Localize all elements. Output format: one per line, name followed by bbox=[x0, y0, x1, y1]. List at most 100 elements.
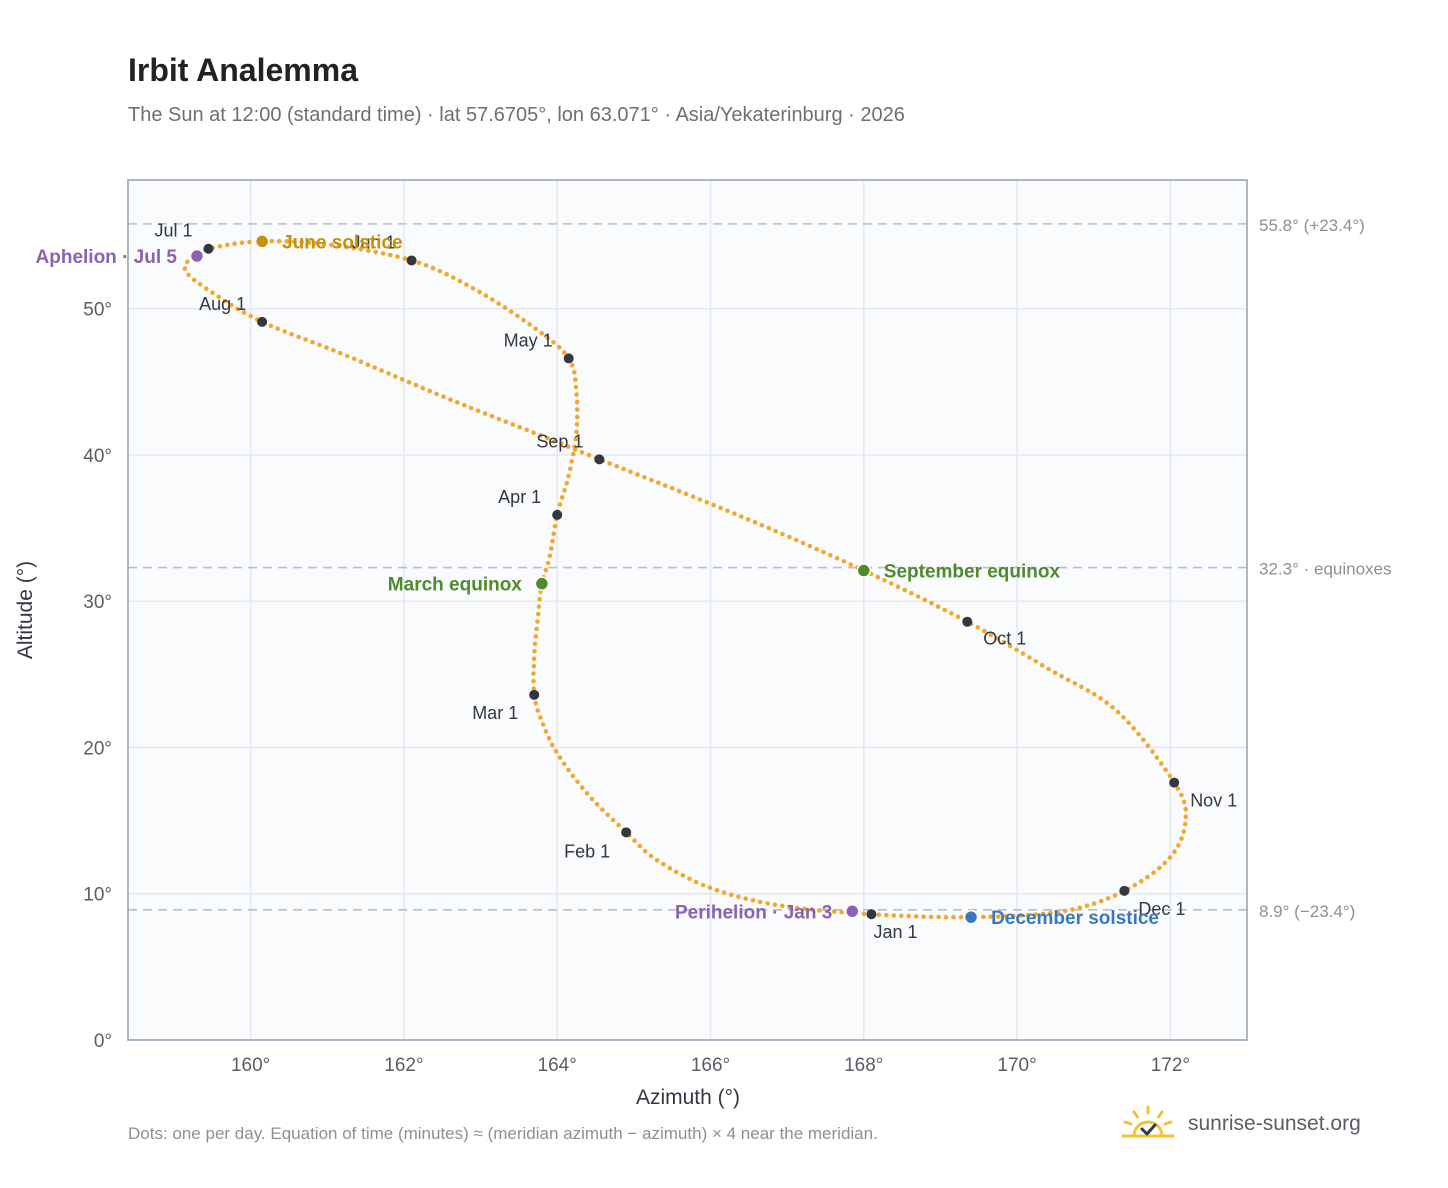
daily-dot bbox=[573, 384, 579, 390]
daily-dot bbox=[614, 464, 619, 469]
daily-dot bbox=[366, 248, 371, 253]
daily-dot bbox=[809, 907, 815, 912]
daily-dot bbox=[1092, 692, 1097, 697]
daily-dot bbox=[573, 437, 578, 442]
x-tick-label: 168° bbox=[844, 1055, 883, 1076]
daily-dot bbox=[268, 323, 274, 329]
daily-dot bbox=[524, 427, 529, 433]
x-tick-label: 170° bbox=[997, 1055, 1036, 1076]
daily-dot bbox=[336, 243, 342, 249]
daily-dot bbox=[906, 913, 911, 919]
month-marker bbox=[257, 316, 268, 327]
daily-dot bbox=[532, 649, 537, 654]
daily-dot bbox=[338, 350, 343, 356]
daily-dot bbox=[351, 245, 356, 251]
daily-dot bbox=[535, 619, 540, 624]
daily-dot bbox=[386, 371, 391, 376]
daily-dot bbox=[531, 430, 536, 436]
daily-dot bbox=[1085, 688, 1091, 693]
daily-dot bbox=[552, 438, 557, 444]
daily-dot bbox=[482, 411, 488, 416]
daily-dot bbox=[455, 400, 460, 405]
daily-dot bbox=[575, 414, 580, 420]
daily-dot bbox=[921, 914, 926, 919]
daily-dot bbox=[891, 913, 897, 918]
daily-dot bbox=[642, 848, 648, 854]
daily-dot bbox=[1059, 674, 1064, 679]
daily-dot bbox=[306, 240, 312, 245]
daily-dot bbox=[951, 914, 956, 920]
event-marker bbox=[856, 563, 872, 578]
daily-dot bbox=[1179, 836, 1184, 841]
daily-dot bbox=[536, 604, 542, 609]
daily-dot bbox=[562, 488, 567, 493]
daily-dot bbox=[831, 909, 837, 914]
daily-dot bbox=[584, 791, 590, 796]
daily-dot bbox=[995, 636, 1000, 641]
daily-dot bbox=[406, 379, 412, 385]
daily-dot bbox=[616, 822, 621, 828]
daily-dot bbox=[182, 266, 188, 271]
daily-dot bbox=[607, 461, 612, 466]
daily-dot bbox=[1181, 799, 1187, 805]
sun-check-icon bbox=[1121, 1105, 1175, 1138]
reference-line-label: 8.9° (−23.4°) bbox=[1259, 902, 1355, 921]
daily-dot bbox=[557, 755, 563, 760]
daily-dot bbox=[982, 628, 987, 634]
daily-dot bbox=[468, 405, 474, 411]
month-marker bbox=[563, 353, 574, 364]
daily-dot bbox=[533, 634, 539, 639]
daily-dot bbox=[284, 239, 290, 244]
daily-dot bbox=[1072, 681, 1078, 686]
daily-dot bbox=[759, 522, 765, 528]
daily-dot bbox=[427, 388, 433, 394]
daily-dot bbox=[648, 853, 654, 859]
daily-dot bbox=[532, 641, 538, 647]
month-label: Sep 1 bbox=[536, 431, 583, 451]
daily-dot bbox=[772, 902, 778, 907]
daily-dot bbox=[711, 502, 716, 508]
x-tick-label: 166° bbox=[691, 1055, 730, 1076]
event-label: June solstice bbox=[282, 232, 402, 253]
daily-dot bbox=[1141, 737, 1146, 743]
daily-dot bbox=[1007, 643, 1013, 649]
daily-dot bbox=[277, 238, 282, 244]
daily-dot bbox=[929, 600, 934, 606]
daily-dot bbox=[575, 779, 580, 785]
daily-dot bbox=[807, 543, 813, 549]
daily-dot bbox=[572, 370, 577, 375]
daily-dot bbox=[566, 767, 571, 773]
daily-dot bbox=[895, 584, 901, 589]
daily-dot bbox=[579, 785, 585, 790]
month-label: Feb 1 bbox=[564, 841, 610, 861]
daily-dot bbox=[380, 251, 386, 256]
month-label: Oct 1 bbox=[983, 629, 1026, 649]
daily-dot bbox=[884, 912, 889, 918]
daily-dot bbox=[732, 511, 737, 516]
brand-link[interactable]: sunrise-sunset.org bbox=[1120, 1102, 1361, 1146]
daily-dot bbox=[423, 263, 429, 268]
daily-dot bbox=[568, 466, 573, 472]
month-label: Jun 1 bbox=[352, 232, 396, 252]
daily-dot bbox=[444, 272, 449, 277]
y-tick-label: 0° bbox=[94, 1031, 112, 1052]
event-label: September equinox bbox=[884, 562, 1061, 583]
daily-dot bbox=[693, 879, 699, 885]
daily-dot bbox=[365, 362, 371, 368]
daily-dot bbox=[430, 265, 436, 271]
daily-dot bbox=[531, 678, 536, 684]
daily-dot bbox=[1131, 726, 1136, 731]
daily-dot bbox=[680, 873, 686, 878]
daily-dot bbox=[373, 249, 378, 255]
daily-dot bbox=[574, 422, 580, 427]
daily-dot bbox=[434, 391, 439, 397]
daily-dot bbox=[441, 394, 446, 400]
daily-dot bbox=[649, 477, 654, 483]
daily-dot bbox=[725, 508, 730, 513]
daily-dot bbox=[275, 326, 281, 332]
event-marker bbox=[254, 234, 270, 249]
daily-dot bbox=[1052, 670, 1058, 675]
daily-dot bbox=[556, 344, 562, 350]
daily-dot bbox=[565, 444, 571, 450]
daily-dot bbox=[1048, 910, 1053, 916]
